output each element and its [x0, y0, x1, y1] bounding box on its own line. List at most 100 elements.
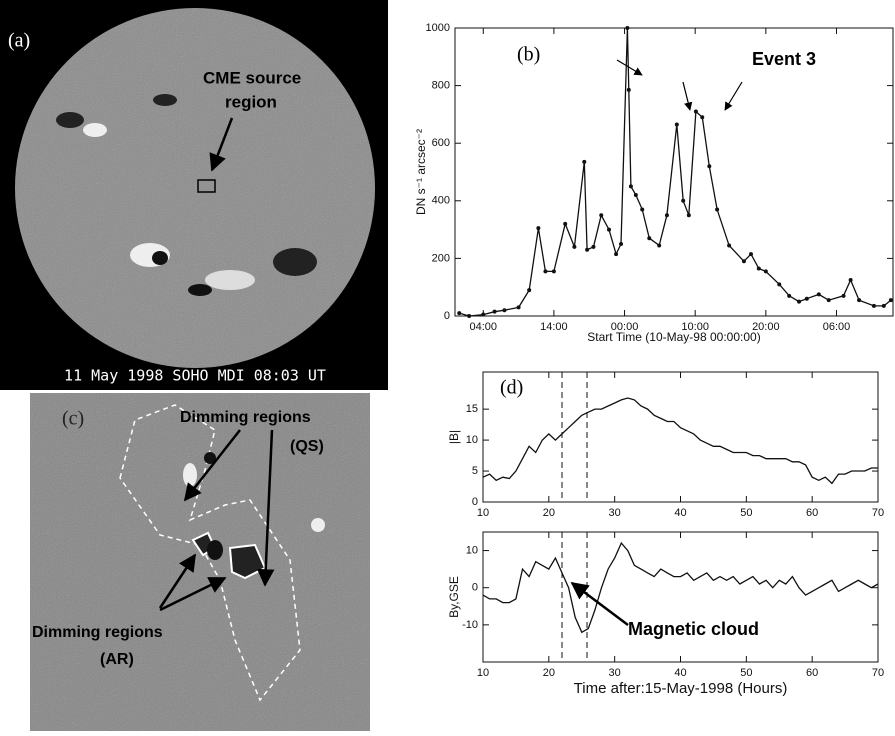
disk-texture	[15, 8, 375, 368]
x-tick-label: 04:00	[469, 321, 497, 333]
annotation: (QS)	[290, 438, 324, 455]
data-point	[764, 269, 768, 273]
y-tick-label: 5	[472, 465, 478, 477]
data-point	[687, 213, 691, 217]
data-point	[599, 213, 603, 217]
x-axis-label: Start Time (10-May-98 00:00:00)	[587, 330, 760, 344]
x-tick-label: 70	[872, 667, 884, 679]
y-axis-label: |B|	[447, 430, 461, 444]
panel-a: (a) CME source region 11 May 1998 SOHO M…	[0, 0, 388, 390]
y-tick-label: 0	[472, 582, 478, 594]
data-point	[647, 236, 651, 240]
data-point	[777, 282, 781, 286]
data-point	[552, 269, 556, 273]
x-tick-label: 20	[543, 507, 555, 519]
data-point	[681, 199, 685, 203]
data-point	[457, 311, 461, 315]
y-tick-label: 10	[466, 434, 478, 446]
data-point	[627, 88, 631, 92]
data-point	[640, 207, 644, 211]
x-tick-label: 30	[609, 667, 621, 679]
panel-label: (d)	[500, 377, 523, 399]
figure: (a) CME source region 11 May 1998 SOHO M…	[0, 0, 895, 731]
data-point	[842, 294, 846, 298]
data-point	[889, 298, 893, 302]
data-point	[614, 252, 618, 256]
data-line	[459, 28, 891, 316]
data-point	[607, 228, 611, 232]
x-axis-label: Time after:15-May-1998 (Hours)	[574, 680, 788, 697]
data-point	[536, 226, 540, 230]
data-point	[665, 213, 669, 217]
x-tick-label: 20	[543, 667, 555, 679]
annotation: (AR)	[100, 651, 134, 668]
data-point	[543, 269, 547, 273]
data-point	[700, 115, 704, 119]
y-tick-label: 400	[432, 195, 450, 207]
data-point	[657, 243, 661, 247]
plot-frame	[455, 28, 893, 316]
y-tick-label: 600	[432, 137, 450, 149]
arrow	[572, 583, 628, 625]
data-point	[749, 252, 753, 256]
annotation: Event 3	[752, 49, 816, 69]
data-point	[467, 314, 471, 318]
data-point	[805, 297, 809, 301]
data-point	[797, 300, 801, 304]
data-point	[634, 193, 638, 197]
data-point	[591, 245, 595, 249]
data-point	[787, 294, 791, 298]
y-tick-label: -10	[462, 619, 478, 631]
data-point	[694, 110, 698, 114]
x-tick-label: 40	[674, 507, 686, 519]
x-tick-label: 60	[806, 507, 818, 519]
x-tick-label: 70	[872, 507, 884, 519]
panel-label: (c)	[62, 408, 84, 430]
data-line	[483, 398, 878, 483]
annotation: Magnetic cloud	[628, 619, 759, 639]
data-point	[757, 266, 761, 270]
data-point	[827, 298, 831, 302]
caption: 11 May 1998 SOHO MDI 08:03 UT	[64, 367, 326, 385]
y-tick-label: 10	[466, 544, 478, 556]
y-tick-label: 15	[466, 403, 478, 415]
x-tick-label: 30	[609, 507, 621, 519]
data-point	[582, 160, 586, 164]
data-point	[715, 207, 719, 211]
data-point	[493, 310, 497, 314]
x-tick-label: 40	[674, 667, 686, 679]
arrow	[683, 82, 690, 110]
annotation: Dimming regions	[32, 624, 163, 641]
x-tick-label: 50	[740, 667, 752, 679]
data-point	[707, 164, 711, 168]
data-point	[585, 248, 589, 252]
x-tick-label: 14:00	[540, 321, 568, 333]
data-point	[629, 184, 633, 188]
data-point	[527, 288, 531, 292]
y-axis-label: DN s⁻¹ arcsec⁻²	[414, 129, 428, 215]
data-point	[502, 308, 506, 312]
data-point	[849, 278, 853, 282]
x-tick-label: 10	[477, 667, 489, 679]
data-point	[517, 305, 521, 309]
annotation: Dimming regions	[180, 409, 311, 426]
data-point	[882, 304, 886, 308]
plot-frame	[483, 372, 878, 502]
data-point	[742, 259, 746, 263]
data-point	[675, 122, 679, 126]
y-tick-label: 0	[444, 310, 450, 322]
data-point	[817, 292, 821, 296]
data-point	[563, 222, 567, 226]
panel-label: (b)	[517, 44, 540, 66]
arrow	[725, 82, 742, 110]
arrow	[617, 60, 642, 75]
y-axis-label: By,GSE	[447, 576, 461, 618]
annotation: region	[225, 92, 277, 111]
plot-frame	[483, 532, 878, 662]
data-point	[572, 245, 576, 249]
y-tick-label: 1000	[426, 22, 450, 34]
x-tick-label: 60	[806, 667, 818, 679]
panel-label: (a)	[8, 30, 30, 52]
y-tick-label: 800	[432, 80, 450, 92]
annotation: CME source	[203, 68, 301, 87]
